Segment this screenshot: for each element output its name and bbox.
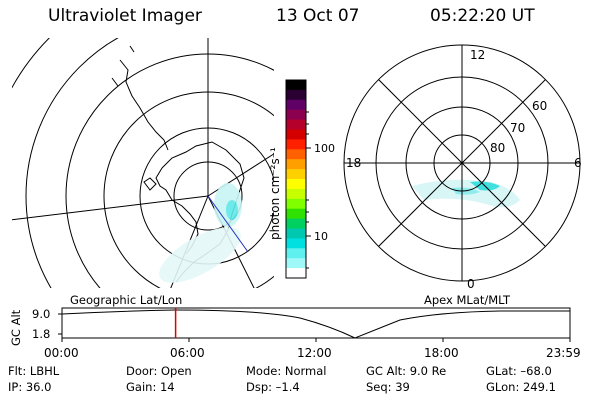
- status-gain: Gain: 14: [126, 380, 175, 394]
- geographic-map: [12, 38, 274, 288]
- timeline-xtick-1200: 12:00: [297, 346, 332, 360]
- status-dsp: Dsp: –1.4: [246, 380, 300, 394]
- magnetic-map: 12 18 6 0 60 70 80: [343, 44, 582, 291]
- colorbar-band: [286, 80, 306, 91]
- timeline-ylabel: GC Alt: [9, 309, 23, 346]
- timeline-panel: GC Alt 9.0 1.8 00:00 06:00 12:00 18:00 2…: [9, 307, 581, 360]
- aurora-left: [159, 183, 242, 283]
- mlt-label-6: 6: [574, 156, 582, 170]
- mlt-label-12: 12: [470, 48, 485, 62]
- colorbar-band: [286, 268, 306, 279]
- instrument-title: Ultraviolet Imager: [48, 6, 202, 26]
- colorbar-ticks: [306, 111, 311, 269]
- colorbar-band: [286, 129, 306, 140]
- altitude-curve: [61, 309, 570, 339]
- colorbar-band: [286, 198, 306, 210]
- timeline-xtick-2359: 23:59: [546, 346, 581, 360]
- status-mode: Mode: Normal: [246, 364, 327, 378]
- timeline-ytick-1: 1.8: [32, 327, 50, 341]
- time-label: 05:22:20 UT: [430, 6, 535, 26]
- colorbar-band: [286, 169, 306, 180]
- colorbar-band: [286, 228, 306, 239]
- mlat-circles: [343, 44, 581, 282]
- colorbar-band: [286, 99, 306, 111]
- date-label: 13 Oct 07: [276, 6, 360, 26]
- mlat-label-70: 70: [510, 121, 525, 135]
- mlt-label-0: 0: [467, 277, 475, 291]
- aurora-right: [412, 179, 520, 208]
- timeline-xtick-0600: 06:00: [170, 346, 205, 360]
- colorbar-unit-label: photon cm⁻²s⁻¹: [268, 147, 282, 240]
- colorbar: [286, 80, 306, 279]
- status-filter: Flt: LBHL: [8, 364, 60, 378]
- apex-label: Apex MLat/MLT: [424, 293, 511, 307]
- colorbar-frame: [285, 79, 307, 279]
- colorbar-band: [286, 139, 306, 150]
- colorbar-band: [286, 258, 306, 269]
- status-door: Door: Open: [126, 364, 192, 378]
- colorbar-tick-100: 100: [314, 142, 335, 155]
- noon-line: [207, 195, 249, 253]
- timeline-ytick-9: 9.0: [32, 307, 50, 321]
- geographic-label: Geographic Lat/Lon: [70, 293, 182, 307]
- timeline-xtick-0000: 00:00: [44, 346, 79, 360]
- colorbar-band: [286, 179, 306, 190]
- timeline-ticks: [58, 313, 571, 342]
- peninsula-coastline: [111, 45, 169, 151]
- colorbar-band: [286, 208, 306, 220]
- mlt-label-18: 18: [346, 156, 361, 170]
- colorbar-band: [286, 109, 306, 121]
- status-ip: IP: 36.0: [8, 380, 52, 394]
- status-seq: Seq: 39: [366, 380, 410, 394]
- colorbar-band: [286, 119, 306, 131]
- colorbar-band: [286, 159, 306, 170]
- status-gc-alt: GC Alt: 9.0 Re: [366, 364, 447, 378]
- colorbar-band: [286, 238, 306, 249]
- timeline-xtick-1800: 18:00: [424, 346, 459, 360]
- colorbar-band: [286, 218, 306, 230]
- colorbar-band: [286, 89, 306, 101]
- status-glat: GLat: –68.0: [486, 364, 552, 378]
- colorbar-band: [286, 188, 306, 200]
- mlat-label-80: 80: [490, 141, 505, 155]
- colorbar-band: [286, 248, 306, 259]
- mlt-spokes: [344, 45, 580, 281]
- colorbar-band: [286, 149, 306, 160]
- mlat-label-60: 60: [532, 99, 547, 113]
- status-glon: GLon: 249.1: [486, 380, 556, 394]
- colorbar-tick-10: 10: [314, 230, 328, 243]
